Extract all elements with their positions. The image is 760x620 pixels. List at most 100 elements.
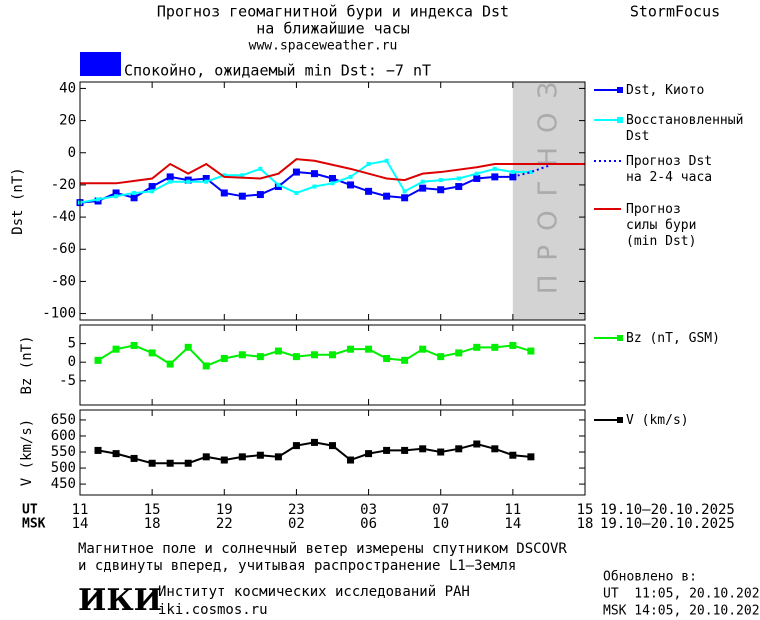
y-tick-label: -40	[51, 209, 76, 225]
data-point	[437, 186, 445, 194]
data-point	[330, 181, 335, 186]
data-point	[112, 189, 120, 197]
data-point	[186, 179, 191, 184]
data-point	[276, 182, 281, 187]
x-row-label: UT	[22, 503, 38, 518]
data-point	[455, 183, 463, 191]
x-tick-label: 19	[216, 502, 233, 518]
data-point	[274, 453, 282, 461]
data-point	[256, 451, 264, 459]
data-point	[238, 192, 246, 200]
data-point	[166, 173, 174, 181]
data-point	[312, 184, 317, 189]
updated: MSK 14:05, 20.10.2025	[603, 604, 760, 619]
legend-entry: Восстановленный Dst	[626, 113, 743, 144]
x-tick-label-msk: 14	[72, 516, 89, 532]
data-point	[256, 353, 264, 361]
data-point	[419, 345, 427, 353]
data-point	[365, 450, 373, 458]
data-point	[347, 181, 355, 189]
data-point	[420, 179, 425, 184]
x-tick-label: 07	[432, 502, 449, 518]
data-point	[383, 192, 391, 200]
data-point	[348, 174, 353, 179]
plot-frame	[79, 81, 586, 321]
data-point	[238, 351, 246, 359]
data-point	[130, 194, 138, 202]
data-point	[401, 356, 409, 364]
data-point	[222, 173, 227, 178]
x-tick-label-msk: 18	[577, 516, 594, 532]
data-point	[473, 440, 481, 448]
y-tick-label: 20	[59, 113, 76, 129]
data-point	[132, 190, 137, 195]
data-point	[130, 454, 138, 462]
data-point	[329, 351, 336, 359]
y-tick-label: 550	[51, 444, 76, 460]
y-tick-label: 450	[51, 476, 76, 492]
data-point	[274, 347, 282, 355]
x-tick-label-msk: 14	[504, 516, 521, 532]
y-tick-label: 0	[68, 354, 76, 370]
data-point	[148, 349, 156, 357]
legend-entry: Bz (nT, GSM)	[626, 331, 720, 346]
date-range: 19.10–20.10.2025	[600, 516, 735, 532]
data-point	[112, 345, 120, 353]
x-tick-label: 15	[144, 502, 161, 518]
x-tick-label: 15	[577, 502, 594, 518]
data-point	[347, 345, 355, 353]
logo: ИКИ	[78, 583, 162, 618]
y-tick-label: -80	[51, 273, 76, 289]
data-point	[365, 345, 373, 353]
legend-entry: Dst, Киото	[626, 83, 704, 98]
x-tick-label-msk: 22	[216, 516, 233, 532]
x-tick-label-msk: 06	[360, 516, 377, 532]
series-line	[512, 164, 550, 178]
data-point	[148, 459, 156, 467]
y-axis-label: V (km/s)	[19, 419, 35, 486]
data-point	[437, 448, 445, 456]
data-point	[455, 445, 463, 453]
legend-swatch	[617, 417, 623, 423]
series-line	[80, 158, 585, 185]
x-tick-label-msk: 18	[144, 516, 161, 532]
data-point	[94, 356, 102, 364]
data-point	[112, 450, 120, 458]
data-point	[220, 354, 228, 362]
x-tick-label: 11	[72, 502, 89, 518]
series-line	[79, 171, 513, 204]
data-point	[401, 194, 409, 202]
data-point	[366, 162, 371, 167]
legend-entry: Прогноз силы бури (min Dst)	[626, 202, 696, 249]
data-point	[473, 174, 481, 182]
data-point	[96, 197, 101, 202]
institute: Институт космических исследований РАН	[158, 584, 470, 600]
y-tick-label: 40	[59, 80, 76, 96]
legend-swatch	[617, 335, 623, 341]
status-indicator	[80, 52, 121, 76]
data-point	[292, 442, 300, 450]
data-point	[383, 354, 391, 362]
data-point	[527, 347, 535, 355]
data-point	[365, 187, 373, 195]
data-point	[220, 189, 228, 197]
status-text: Спокойно, ожидаемый min Dst: −7 nT	[124, 62, 431, 80]
data-point	[402, 189, 407, 194]
y-tick-label: -100	[42, 306, 76, 322]
updated: UT 11:05, 20.10.2025	[603, 587, 760, 602]
data-point	[292, 168, 300, 176]
x-tick-label: 23	[288, 502, 305, 518]
data-point	[455, 349, 463, 357]
data-point	[238, 453, 246, 461]
footer-note: и сдвинуты вперед, учитывая распростране…	[78, 558, 516, 574]
y-tick-label: -60	[51, 241, 76, 257]
y-axis-label: Dst (nT)	[10, 167, 26, 234]
data-point	[184, 343, 192, 351]
data-point	[419, 445, 427, 453]
data-point	[292, 353, 300, 361]
x-tick-label-msk: 10	[432, 516, 449, 532]
data-point	[419, 184, 427, 192]
data-point	[384, 158, 389, 163]
data-point	[166, 459, 174, 467]
data-point	[456, 176, 461, 181]
